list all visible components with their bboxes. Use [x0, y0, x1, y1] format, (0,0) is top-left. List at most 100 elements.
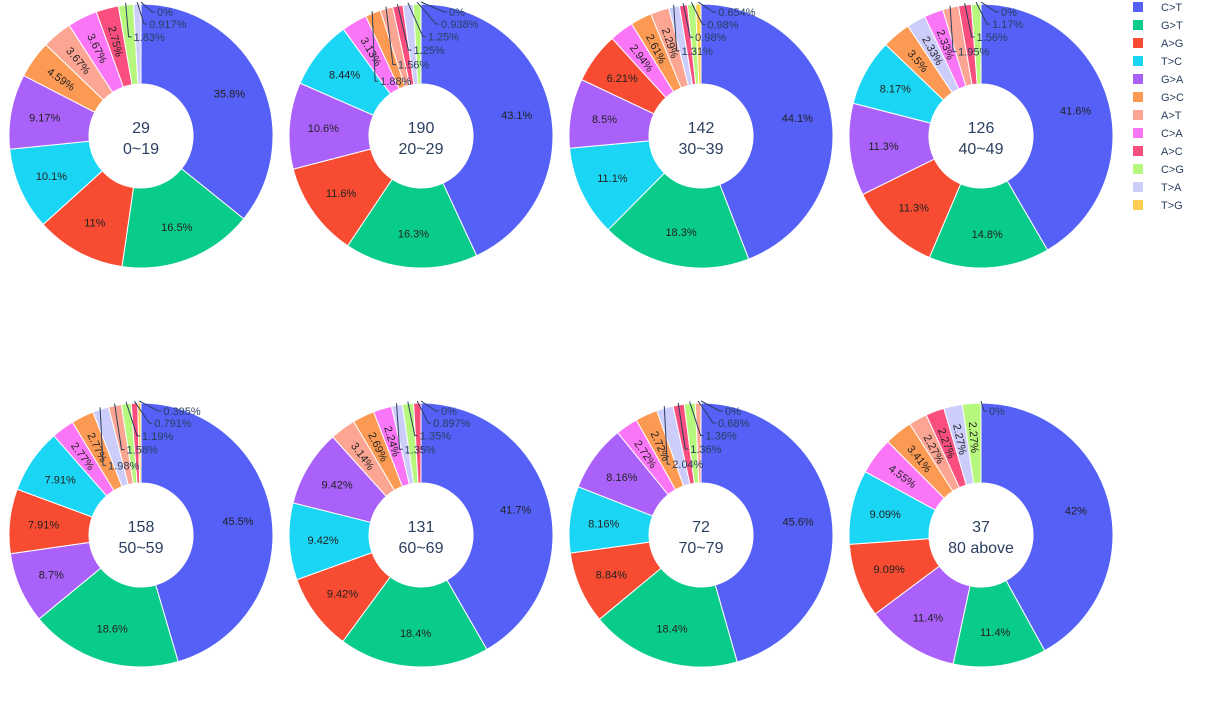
slice-c-to-t[interactable]	[980, 402, 1114, 652]
donut-chart: 44.1%18.3%11.1%8.5%6.21%2.94%2.61%2.29%0…	[568, 1, 834, 269]
legend-item-t-to-a[interactable]: T>A	[1133, 182, 1182, 194]
slice-label: 11%	[84, 217, 105, 229]
slice-c-to-t[interactable]	[980, 3, 1114, 251]
legend-item-c-to-a[interactable]: C>A	[1133, 128, 1183, 140]
donut-chart: 41.6%14.8%11.3%11.3%8.17%3.5%2.33%2.33%0…	[848, 1, 1114, 269]
slice-g-to-t[interactable]	[598, 567, 738, 668]
slice-g-to-t[interactable]	[38, 567, 179, 668]
center-group: 20~29	[399, 141, 444, 158]
center-count: 190	[408, 120, 435, 137]
legend-item-t-to-g[interactable]: T>G	[1133, 200, 1183, 212]
center-group: 40~49	[959, 141, 1004, 158]
slice-label: 9.09%	[870, 509, 901, 521]
leader-line	[407, 2, 426, 38]
slice-label: 0%	[441, 406, 457, 418]
slice-label: 10.1%	[36, 171, 67, 183]
legend-item-t-to-c[interactable]: T>C	[1133, 56, 1182, 68]
legend-swatch	[1133, 128, 1143, 138]
slice-c-to-t[interactable]	[700, 3, 834, 260]
legend: C>T G>T A>G T>C G>A G>C A>T C>A A>C C>G T>A T>G	[1133, 2, 1184, 212]
slice-label: 1.95%	[958, 47, 989, 59]
leader-line	[964, 2, 975, 38]
slice-label: 8.17%	[880, 83, 911, 95]
slice-label: 11.6%	[326, 188, 357, 200]
charts-layer: 35.8%16.5%11%10.1%9.17%4.59%3.67%3.67%2.…	[8, 1, 1114, 668]
legend-item-g-to-c[interactable]: G>C	[1133, 92, 1184, 104]
slice-label: 18.4%	[400, 628, 431, 640]
slice-a-to-c[interactable]	[413, 402, 422, 484]
slice-g-to-t[interactable]	[121, 167, 245, 269]
slice-label: 9.09%	[874, 564, 905, 576]
slice-g-to-t[interactable]	[346, 178, 478, 269]
leader-line	[689, 401, 704, 436]
slice-label: 1.88%	[380, 76, 411, 88]
slice-label: 0.68%	[718, 418, 749, 430]
slice-c-to-t[interactable]	[420, 402, 554, 651]
legend-item-g-to-t[interactable]: G>T	[1133, 20, 1183, 32]
legend-label: A>T	[1161, 110, 1182, 122]
donut-chart: 41.7%18.4%9.42%9.42%9.42%3.14%2.69%2.24%…	[288, 400, 554, 668]
slice-label: 1.83%	[134, 32, 165, 44]
slice-t-to-g[interactable]	[695, 3, 702, 85]
slice-label: 45.5%	[222, 516, 253, 528]
leader-line	[114, 403, 125, 451]
slice-label: 0%	[725, 406, 741, 418]
leader-line	[690, 2, 706, 25]
slice-label: 9.42%	[308, 535, 339, 547]
leader-line	[125, 401, 141, 437]
slice-label: 45.6%	[782, 516, 813, 528]
donut-chart: 42%11.4%11.4%9.09%9.09%4.55%3.41%2.27%2.…	[848, 400, 1114, 668]
slice-label: 11.1%	[597, 173, 628, 185]
leader-line	[416, 1, 440, 25]
slice-label: 9.42%	[327, 589, 358, 601]
slice-label: 1.35%	[405, 444, 436, 456]
legend-label: G>T	[1161, 20, 1183, 32]
leader-line	[416, 400, 432, 424]
slice-c-to-t[interactable]	[140, 3, 274, 220]
center-group: 0~19	[123, 141, 159, 158]
leader-line	[371, 11, 379, 82]
slice-label: 0.395%	[163, 406, 201, 418]
legend-item-g-to-a[interactable]: G>A	[1133, 74, 1184, 86]
slice-label: 11.4%	[913, 612, 944, 624]
slice-label: 18.3%	[665, 227, 696, 239]
legend-item-c-to-t[interactable]: C>T	[1133, 2, 1182, 14]
slice-c-to-t[interactable]	[700, 402, 834, 663]
leader-line	[975, 1, 991, 25]
slice-label: 35.8%	[214, 89, 245, 101]
slice-label: 0.938%	[441, 19, 479, 31]
slice-c-to-g[interactable]	[970, 3, 982, 85]
donut-chart: 43.1%16.3%11.6%10.6%8.44%3.13%0%0.938%1.…	[288, 1, 554, 269]
legend-item-a-to-c[interactable]: A>C	[1133, 146, 1183, 158]
slice-label: 0.917%	[149, 19, 187, 31]
center-group: 80 above	[948, 540, 1014, 557]
center-count: 158	[128, 519, 155, 536]
legend-item-a-to-g[interactable]: A>G	[1133, 38, 1183, 50]
slice-t-to-g[interactable]	[137, 402, 142, 484]
legend-label: T>C	[1161, 56, 1182, 68]
legend-label: A>C	[1161, 146, 1183, 158]
leader-line	[420, 400, 439, 412]
legend-label: G>A	[1161, 74, 1184, 86]
leader-line	[385, 6, 396, 66]
slice-label: 42%	[1065, 506, 1087, 518]
legend-swatch	[1133, 2, 1143, 12]
slice-label: 1.35%	[420, 431, 451, 443]
slice-label: 43.1%	[501, 110, 532, 122]
legend-item-a-to-t[interactable]: A>T	[1133, 110, 1182, 122]
slice-label: 8.16%	[588, 518, 619, 530]
slice-c-to-t[interactable]	[140, 402, 274, 663]
center-count: 72	[692, 519, 710, 536]
slice-t-to-a[interactable]	[132, 3, 142, 85]
slice-label: 8.44%	[329, 70, 360, 82]
legend-label: C>A	[1161, 128, 1183, 140]
slice-g-to-t[interactable]	[342, 576, 488, 668]
slice-c-to-g[interactable]	[412, 3, 422, 85]
slice-label: 0.98%	[695, 32, 726, 44]
slice-g-to-t[interactable]	[607, 172, 750, 269]
leader-line	[140, 1, 155, 13]
slice-c-to-g[interactable]	[961, 402, 982, 485]
slice-label: 0.98%	[707, 19, 738, 31]
slice-c-to-t[interactable]	[420, 3, 554, 257]
legend-item-c-to-g[interactable]: C>G	[1133, 164, 1184, 176]
